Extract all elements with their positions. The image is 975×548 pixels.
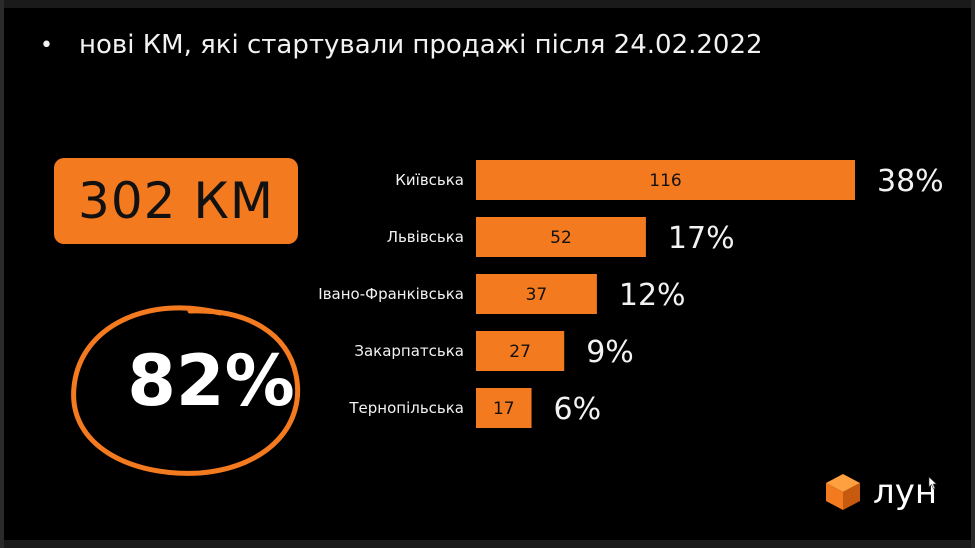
category-label: Тернопільська xyxy=(348,399,464,417)
bar-value-label: 27 xyxy=(509,342,531,362)
bar xyxy=(476,331,565,371)
category-label: Київська xyxy=(395,171,464,189)
bar xyxy=(476,160,855,200)
bar xyxy=(476,274,597,314)
bar-value-label: 17 xyxy=(493,399,515,419)
bullet-icon: • xyxy=(40,32,53,58)
bar-percent-label: 9% xyxy=(586,335,634,370)
category-label: Івано-Франківська xyxy=(318,285,464,303)
mouse-pointer-icon xyxy=(928,476,938,490)
brand-name: лун xyxy=(873,472,938,512)
left-border xyxy=(0,0,4,548)
brand-logo: лун xyxy=(823,472,937,512)
slide-headline: • нові КМ, які стартували продажі після … xyxy=(40,30,763,60)
bar-value-label: 116 xyxy=(649,171,681,191)
highlight-percent: 82% xyxy=(127,340,295,422)
bar-percent-label: 17% xyxy=(668,221,735,256)
headline-text: нові КМ, які стартували продажі після 24… xyxy=(78,30,763,60)
bar-percent-label: 6% xyxy=(554,392,602,427)
hand-drawn-circle-icon xyxy=(71,305,301,476)
bar-value-label: 37 xyxy=(526,285,548,305)
total-count-text: 302 КМ xyxy=(78,172,274,230)
total-count-box: 302 КМ xyxy=(54,158,298,244)
category-label: Закарпатська xyxy=(354,342,464,360)
bottom-border xyxy=(0,540,975,548)
bar-value-label: 52 xyxy=(550,228,572,248)
orange-cube-icon xyxy=(826,474,860,510)
category-label: Львівська xyxy=(387,228,464,246)
top-border xyxy=(0,0,975,8)
right-border xyxy=(971,0,975,548)
bar-percent-label: 12% xyxy=(619,278,686,313)
bar xyxy=(476,217,646,257)
bar xyxy=(476,388,532,428)
bar-percent-label: 38% xyxy=(877,164,944,199)
